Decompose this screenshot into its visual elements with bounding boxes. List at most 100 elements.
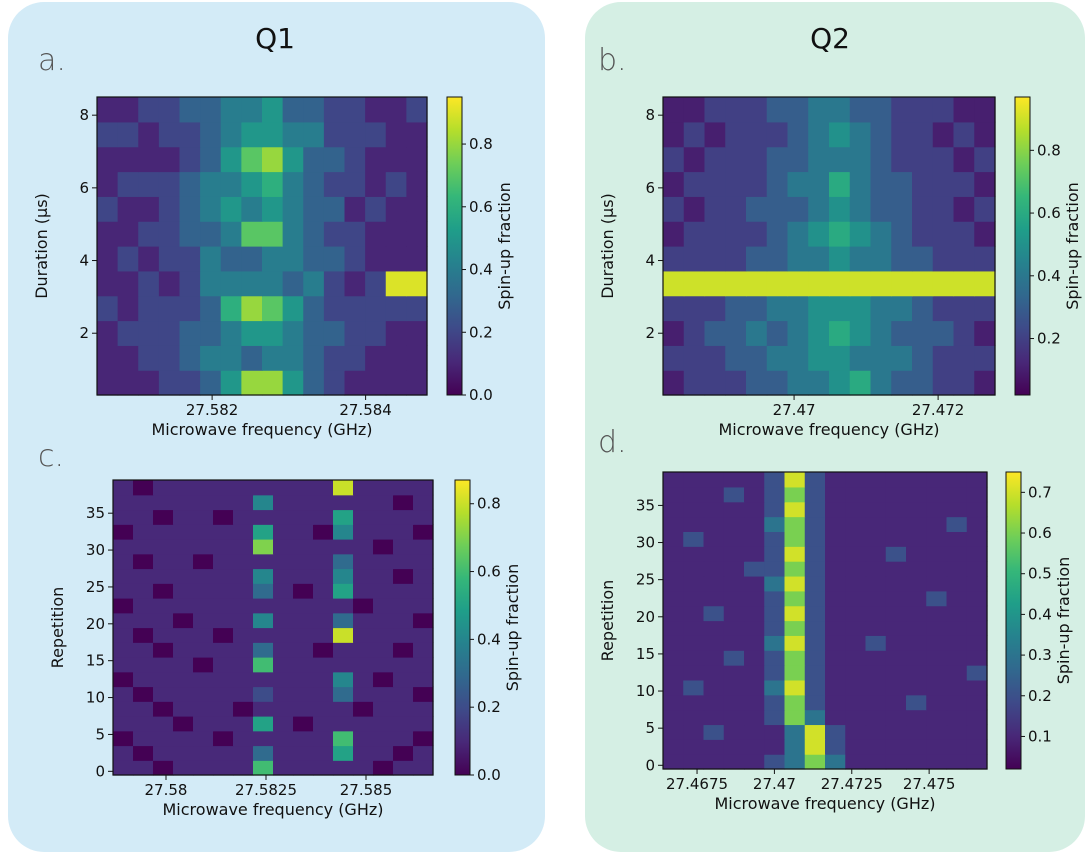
heatmap-cell — [333, 568, 354, 584]
heatmap-cell — [158, 221, 181, 247]
heatmap-cell — [193, 671, 214, 688]
heatmap-cell — [282, 97, 304, 123]
heatmap-cell — [344, 221, 366, 247]
heatmap-cell — [333, 583, 354, 599]
heatmap-cell — [313, 553, 334, 570]
heatmap-cell — [262, 270, 284, 297]
colorbar-label: Spin-up fraction — [495, 182, 514, 310]
heatmap-cell — [865, 546, 887, 562]
heatmap-cell — [133, 553, 154, 570]
heatmap-cell — [333, 760, 354, 776]
heatmap-cell — [213, 480, 234, 496]
heatmap-cell — [870, 171, 892, 197]
heatmap-cell — [213, 524, 234, 540]
heatmap-cell — [744, 561, 765, 577]
heatmap-cell — [393, 745, 414, 761]
heatmap-cell — [233, 480, 254, 496]
heatmap-cell — [113, 509, 134, 525]
heatmap-cell — [193, 760, 214, 776]
plot-frame — [662, 96, 996, 396]
y-tick-label: 20 — [86, 615, 105, 633]
heatmap-cell — [845, 605, 867, 622]
heatmap-cell — [262, 97, 284, 123]
heatmap-cell — [865, 620, 887, 636]
heatmap-cell — [744, 472, 765, 488]
heatmap-cell — [825, 679, 846, 696]
heatmap-cell — [373, 480, 394, 496]
x-tick-label: 27.4675 — [666, 775, 728, 793]
heatmap-cell — [373, 539, 394, 555]
heatmap-cell — [845, 754, 867, 770]
heatmap-cell — [138, 246, 160, 272]
heatmap-cell — [787, 171, 809, 197]
heatmap-cell — [262, 320, 284, 346]
heatmap-cell — [153, 671, 174, 688]
heatmap-cell — [683, 320, 706, 346]
heatmap-cell — [282, 320, 304, 346]
heatmap-cell — [333, 539, 354, 555]
heatmap-cell — [213, 553, 234, 570]
y-tick-label: 2 — [645, 324, 655, 342]
heatmap-cell — [946, 679, 968, 696]
heatmap-cell — [804, 665, 826, 681]
heatmap-cell — [313, 671, 334, 688]
heatmap-cell — [133, 716, 154, 732]
heatmap-cell — [725, 370, 747, 396]
heatmap-cell — [333, 553, 354, 570]
heatmap-cell — [906, 679, 927, 696]
heatmap-cell — [946, 724, 968, 740]
heatmap-cell — [193, 583, 214, 599]
heatmap-cell — [683, 665, 705, 681]
heatmap-cell — [683, 472, 705, 488]
heatmap-cell — [333, 686, 354, 702]
heatmap-cell — [293, 553, 314, 570]
heatmap-cell — [213, 612, 234, 629]
y-tick-label: 15 — [636, 645, 655, 663]
heatmap-cell — [891, 345, 913, 371]
heatmap-cell — [912, 146, 934, 173]
heatmap-cell — [663, 754, 684, 770]
heatmap-cell — [966, 561, 988, 577]
heatmap-cell — [746, 196, 768, 222]
heatmap-cell — [173, 583, 194, 599]
heatmap-cell — [663, 590, 684, 607]
heatmap-cell — [253, 686, 274, 702]
x-tick-label: 27.582 — [186, 401, 239, 419]
heatmap-cell — [703, 590, 725, 607]
heatmap-cell — [262, 246, 284, 272]
heatmap-cell — [764, 516, 786, 532]
heatmap-cell — [393, 524, 414, 540]
heatmap-cell — [825, 546, 846, 562]
heatmap-cell — [766, 97, 789, 123]
heatmap-cell — [393, 494, 414, 511]
heatmap-cell — [233, 642, 254, 658]
heatmap-cell — [153, 627, 174, 643]
heatmap-cell — [946, 575, 968, 592]
heatmap-cell — [885, 531, 907, 547]
heatmap-cell — [253, 671, 274, 688]
heatmap-cell — [784, 575, 806, 592]
y-tick-label: 15 — [86, 652, 105, 670]
heatmap-cell — [804, 694, 826, 711]
heatmap-cell — [293, 494, 314, 511]
heatmap-cell — [413, 686, 434, 702]
heatmap-cell — [117, 97, 139, 123]
heatmap-cell — [891, 196, 913, 222]
heatmap-cell — [885, 546, 907, 562]
y-tick-label: 5 — [95, 725, 105, 743]
heatmap-cell — [133, 671, 154, 688]
heatmap-cell — [138, 270, 160, 297]
heatmap-cell — [787, 270, 809, 297]
panel-title: Q2 — [810, 22, 850, 55]
heatmap-cell — [829, 370, 851, 396]
heatmap-cell — [313, 760, 334, 776]
heatmap-cell — [683, 97, 706, 123]
heatmap-cell — [413, 627, 434, 643]
heatmap-cell — [273, 583, 294, 599]
heatmap-cell — [253, 745, 274, 761]
heatmap-cell — [323, 121, 346, 148]
heatmap-cell — [966, 635, 988, 651]
heatmap-cell — [293, 539, 314, 555]
heatmap-cell — [885, 561, 907, 577]
